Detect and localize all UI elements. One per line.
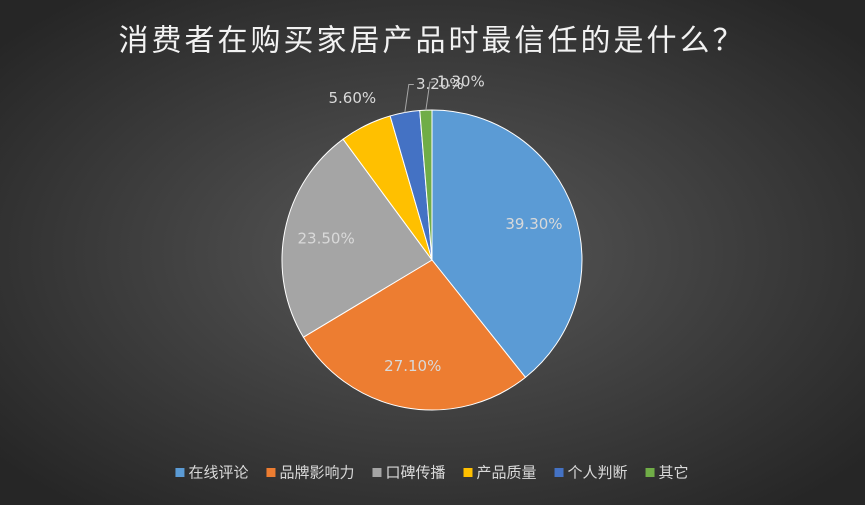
- data-label: 23.50%: [298, 229, 355, 247]
- legend-label: 在线评论: [188, 464, 248, 482]
- pie-slice: [302, 259, 527, 411]
- pie-slice: [281, 138, 433, 338]
- legend-label: 其它: [659, 464, 689, 482]
- data-label: 27.10%: [384, 357, 441, 375]
- legend-label: 口碑传播: [385, 464, 445, 482]
- data-label: 1.30%: [437, 73, 485, 91]
- legend-label: 产品质量: [477, 464, 537, 482]
- data-label: 39.30%: [505, 215, 562, 233]
- pie-slice: [431, 109, 583, 379]
- leader-line: [425, 81, 435, 111]
- data-label: 3.20%: [416, 75, 464, 93]
- legend-swatch: [266, 468, 276, 477]
- legend-swatch: [554, 468, 564, 477]
- legend-swatch: [645, 468, 655, 477]
- legend-label: 个人判断: [568, 464, 628, 482]
- legend-swatch: [372, 468, 382, 477]
- leader-line: [404, 83, 414, 113]
- chart-title: 消费者在购买家居产品时最信任的是什么？: [119, 24, 746, 59]
- data-label: 5.60%: [328, 89, 376, 107]
- legend-swatch: [463, 468, 473, 477]
- legend-swatch: [175, 468, 185, 477]
- legend-label: 品牌影响力: [279, 464, 354, 482]
